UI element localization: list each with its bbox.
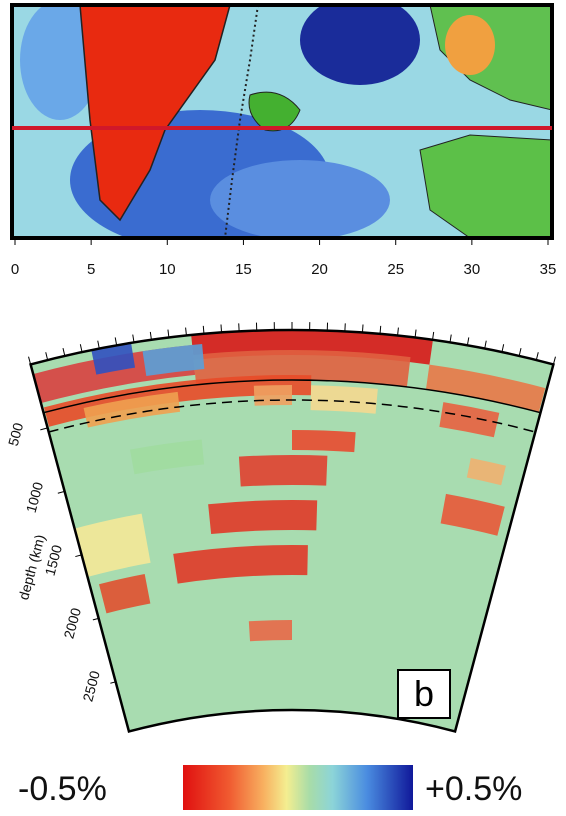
- depth-tick: [57, 490, 65, 494]
- arc-tick: [79, 344, 83, 353]
- colorbar: [183, 765, 413, 810]
- cross-section: [28, 322, 556, 733]
- arc-tick: [466, 337, 470, 346]
- anomaly: [83, 391, 181, 428]
- depth-tick: [75, 554, 82, 558]
- x-tick-label: 25: [387, 261, 404, 278]
- depth-tick: [40, 427, 48, 431]
- arc-tick: [202, 325, 205, 334]
- x-tick-label: 30: [464, 261, 481, 278]
- depth-tick-label: 2500: [79, 669, 103, 703]
- arc-tick: [449, 334, 452, 343]
- section-frame: [29, 328, 555, 733]
- anomaly: [208, 500, 318, 535]
- arc-tick: [149, 331, 152, 340]
- anomaly: [173, 545, 308, 584]
- depth-tick-label: 500: [5, 421, 27, 448]
- arc-tick: [501, 344, 505, 353]
- depth-tick-label: 2000: [60, 606, 84, 640]
- arc-tick: [397, 327, 399, 336]
- arc-tick: [62, 347, 66, 356]
- arc-tick: [414, 329, 417, 338]
- anomaly: [440, 493, 505, 536]
- map: [12, 5, 552, 238]
- anomaly: [248, 620, 292, 642]
- x-tick-label: 5: [87, 261, 95, 278]
- arc-tick: [185, 327, 187, 336]
- anomaly: [99, 574, 151, 614]
- anomaly: [425, 364, 546, 413]
- colorbar-min-label: -0.5%: [18, 770, 107, 808]
- arc-tick: [361, 324, 364, 333]
- arc-tick: [114, 337, 118, 346]
- arc-tick: [132, 334, 135, 343]
- x-tick-label: 0: [11, 261, 19, 278]
- depth-tick-label: 1000: [23, 480, 47, 514]
- arc-tick: [97, 340, 100, 349]
- panel-label-box: [397, 669, 451, 719]
- x-tick-label: 10: [159, 261, 176, 278]
- anomaly: [91, 342, 136, 375]
- arc-tick: [484, 340, 487, 349]
- anomaly: [466, 457, 506, 486]
- panel-label: b: [414, 673, 434, 714]
- depth-tick-label: 1500: [42, 543, 66, 577]
- anomaly: [142, 344, 205, 376]
- x-tick-label: 20: [311, 261, 328, 278]
- section-fill: [30, 330, 554, 732]
- arc-tick: [220, 324, 223, 333]
- x-tick-label: 35: [540, 261, 557, 278]
- arc-tick: [45, 352, 49, 361]
- arc-tick: [432, 331, 435, 340]
- background: [30, 330, 554, 732]
- arc-tick: [28, 356, 32, 365]
- x-tick-label: 15: [235, 261, 252, 278]
- anomaly: [129, 439, 205, 475]
- depth-tick: [92, 617, 99, 621]
- anomaly: [292, 430, 356, 453]
- boundary-dashed: [48, 399, 536, 433]
- colorbar-max-label: +0.5%: [425, 770, 522, 808]
- arc-tick: [167, 329, 170, 338]
- boundary: [43, 379, 541, 414]
- anomaly: [439, 402, 500, 438]
- depth-tick: [110, 681, 116, 684]
- anomaly: [253, 385, 292, 406]
- anomaly: [310, 385, 378, 414]
- arc-tick: [379, 325, 382, 334]
- arc-tick: [552, 356, 556, 365]
- map-frame: [10, 3, 554, 240]
- arc-tick: [535, 352, 539, 361]
- anomaly: [238, 455, 328, 487]
- arc-tick: [518, 347, 522, 356]
